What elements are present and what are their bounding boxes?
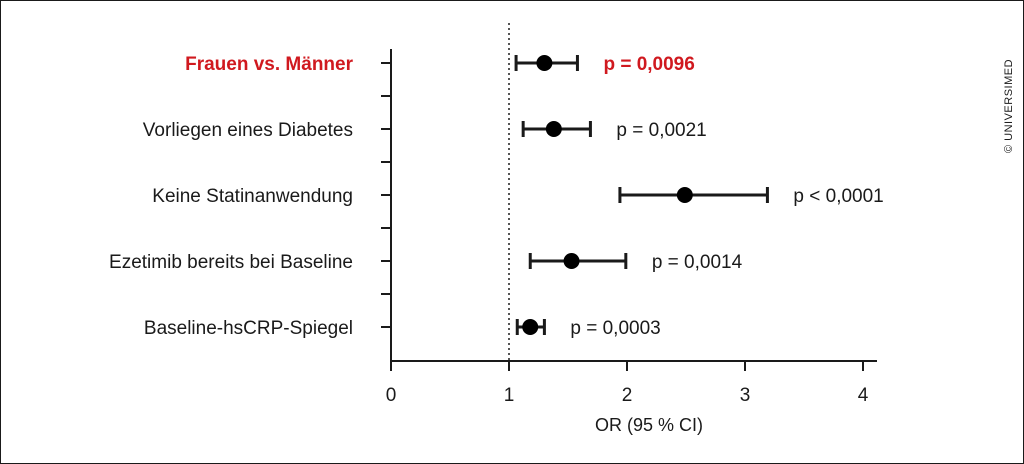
x-tick-label: 2 (622, 385, 633, 406)
x-tick-label: 0 (386, 385, 397, 406)
x-tick-label: 4 (858, 385, 869, 406)
row-label: Vorliegen eines Diabetes (143, 120, 353, 141)
odds-ratio-point (563, 253, 580, 269)
copyright-credit: © UNIVERSIMED (1003, 59, 1015, 153)
forest-row: Vorliegen eines Diabetes p = 0,0021 (143, 120, 707, 141)
p-value-label: p < 0,0001 (793, 186, 883, 207)
row-label: Ezetimib bereits bei Baseline (109, 252, 353, 273)
p-value-label: p = 0,0003 (570, 318, 660, 339)
row-label: Keine Statinanwendung (152, 186, 353, 207)
odds-ratio-point (522, 319, 539, 335)
odds-ratio-point (536, 55, 553, 71)
odds-ratio-point (545, 121, 562, 137)
forest-row: Frauen vs. Männer p = 0,0096 (185, 54, 695, 75)
forest-row: Keine Statinanwendung p < 0,0001 (152, 186, 883, 207)
odds-ratio-point (676, 187, 693, 203)
x-tick-label: 1 (504, 385, 515, 406)
row-label: Frauen vs. Männer (185, 54, 353, 75)
row-label: Baseline-hsCRP-Spiegel (144, 318, 353, 339)
p-value-label: p = 0,0096 (603, 54, 694, 75)
forest-row: Baseline-hsCRP-Spiegel p = 0,0003 (144, 318, 661, 339)
p-value-label: p = 0,0014 (652, 252, 743, 273)
x-axis-title: OR (95 % CI) (595, 415, 703, 435)
p-value-label: p = 0,0021 (616, 120, 706, 141)
x-tick-label: 3 (740, 385, 751, 406)
forest-row: Ezetimib bereits bei Baseline p = 0,0014 (109, 252, 743, 273)
